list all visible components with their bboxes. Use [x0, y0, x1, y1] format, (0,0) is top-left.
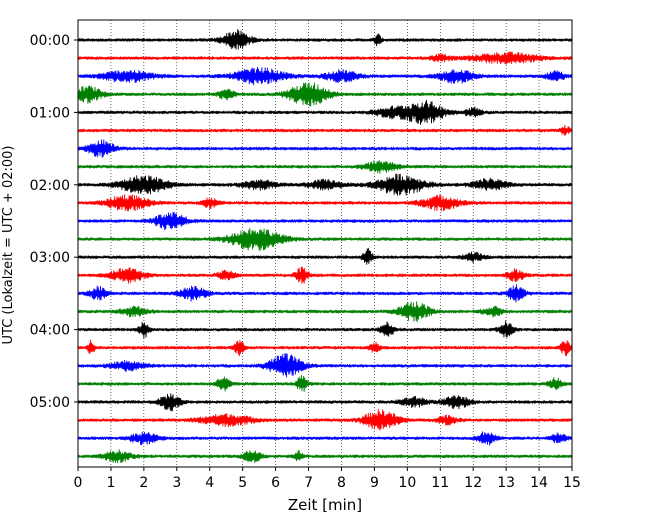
seismic-trace [77, 194, 573, 212]
x-tick-label: 7 [304, 475, 313, 491]
seismic-trace [77, 301, 573, 323]
x-tick-label: 13 [497, 475, 515, 491]
seismic-trace [77, 284, 573, 303]
seismic-trace [77, 320, 573, 339]
seismic-trace [77, 66, 573, 86]
y-tick-label: 01:00 [30, 105, 70, 121]
y-tick-label: 02:00 [30, 178, 70, 194]
seismic-trace [77, 449, 573, 464]
x-tick-label: 4 [205, 475, 214, 491]
seismic-trace [77, 374, 573, 393]
x-tick-label: 3 [172, 475, 181, 491]
x-tick-label: 6 [271, 475, 280, 491]
x-tick-label: 9 [370, 475, 379, 491]
x-tick-label: 15 [563, 475, 581, 491]
seismic-trace [77, 124, 573, 136]
seismic-trace [77, 51, 573, 65]
x-tick-label: 5 [238, 475, 247, 491]
x-tick-label: 2 [139, 475, 148, 491]
vertical-grid [110, 20, 540, 467]
x-tick-label: 0 [74, 475, 83, 491]
seismic-trace [77, 160, 573, 174]
seismic-trace [77, 82, 573, 107]
x-tick-label: 10 [398, 475, 416, 491]
x-tick-label: 1 [106, 475, 115, 491]
x-axis-ticks: 0 1 2 3 4 5 6 7 8 9 10 11 12 13 14 15 [74, 467, 581, 491]
y-tick-label: 05:00 [30, 395, 70, 411]
seismic-trace [77, 173, 573, 196]
y-axis-label: UTC (Lokalzeit = UTC + 02:00) [1, 146, 16, 345]
seismic-trace [77, 139, 573, 158]
plot-frame [77, 19, 573, 468]
x-axis-label: Zeit [min] [288, 496, 362, 514]
seismic-trace [77, 227, 573, 251]
y-axis-ticks: 00:00 01:00 02:00 03:00 04:00 05:00 [30, 33, 78, 411]
y-tick-label: 04:00 [30, 323, 70, 339]
x-tick-label: 8 [337, 475, 346, 491]
y-tick-label: 03:00 [30, 250, 70, 266]
seismic-trace [77, 247, 573, 265]
seismic-trace [77, 211, 573, 231]
y-tick-label: 00:00 [30, 33, 70, 49]
x-tick-label: 11 [431, 475, 449, 491]
seismic-trace [77, 353, 573, 378]
seismic-trace [77, 339, 573, 357]
x-tick-label: 12 [464, 475, 482, 491]
seismic-trace [77, 431, 573, 446]
seismic-trace [77, 99, 573, 125]
seismic-trace [77, 266, 573, 284]
seismic-trace [77, 28, 573, 50]
seismic-traces [77, 28, 573, 464]
x-tick-label: 14 [530, 475, 548, 491]
seismic-trace [77, 393, 573, 412]
seismic-trace [77, 408, 573, 431]
